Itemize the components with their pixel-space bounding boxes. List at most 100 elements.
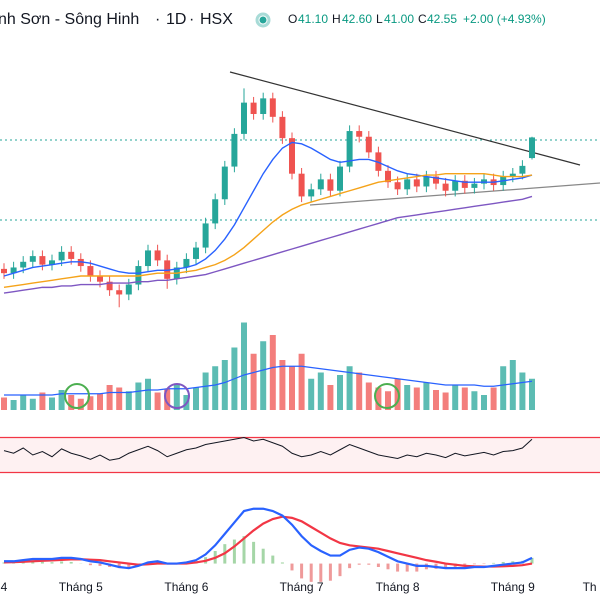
macd-hist <box>41 562 44 564</box>
candle-body <box>481 179 487 183</box>
macd-hist <box>329 564 332 581</box>
macd-hist <box>300 564 303 579</box>
macd-hist <box>233 540 236 564</box>
volume-bar <box>1 398 7 411</box>
volume-bar <box>423 383 429 411</box>
moving-average <box>4 196 532 293</box>
volume-bar <box>318 373 324 411</box>
exchange: HSX <box>200 11 233 28</box>
macd-hist <box>348 564 351 569</box>
candle-body <box>39 256 45 265</box>
candle-body <box>231 134 237 167</box>
candle-body <box>260 98 266 114</box>
volume-bar <box>299 354 305 410</box>
volume-bar <box>452 385 458 410</box>
volume-bar <box>404 385 410 410</box>
volume-bar <box>356 373 362 411</box>
x-tick-label: Tháng 9 <box>491 580 535 594</box>
macd-hist <box>281 562 284 563</box>
volume-bar <box>471 391 477 410</box>
volume-bar <box>222 360 228 410</box>
x-tick-label: Tháng 8 <box>376 580 420 594</box>
candle-body <box>241 103 247 134</box>
candle-body <box>423 177 429 187</box>
macd-hist <box>387 564 390 570</box>
macd-hist <box>89 564 92 566</box>
macd-hist <box>358 564 361 565</box>
macd-hist <box>262 549 265 564</box>
candle-body <box>116 290 122 294</box>
volume-bar <box>308 379 314 410</box>
candle-body <box>443 184 449 191</box>
volume-bar <box>241 323 247 411</box>
volume-bar <box>193 388 199 411</box>
macd-hist <box>271 556 274 564</box>
change: +2.00 (+4.93%) <box>463 12 546 26</box>
ohlc-value: 41.10 <box>298 12 328 26</box>
candle-body <box>471 184 477 188</box>
macd-hist <box>367 564 370 565</box>
candle-body <box>87 266 93 276</box>
volume-bar <box>510 360 516 410</box>
x-tick-label: Tháng 5 <box>59 580 103 594</box>
volume-bar <box>529 379 535 410</box>
volume-bar <box>203 373 209 411</box>
candle-body <box>404 179 410 189</box>
macd-hist <box>60 562 63 564</box>
candle-body <box>59 252 65 261</box>
macd-hist <box>291 564 294 571</box>
candle-body <box>337 167 343 191</box>
candle-body <box>270 98 276 116</box>
volume-bar <box>481 395 487 410</box>
ohlc-label: H <box>332 12 341 26</box>
ohlc-value: 42.55 <box>427 12 457 26</box>
candle-body <box>97 276 103 282</box>
macd-hist <box>339 564 342 577</box>
volume-bar <box>107 385 113 410</box>
candle-body <box>366 137 372 153</box>
volume-bar <box>270 335 276 410</box>
macd-line <box>4 509 532 568</box>
macd-hist <box>473 564 476 565</box>
x-tick-label: Th <box>583 580 597 594</box>
volume-bar <box>519 373 525 411</box>
volume-bar <box>20 395 26 410</box>
macd-hist <box>99 564 102 566</box>
macd-hist <box>396 564 399 572</box>
x-tick-label: 4 <box>1 580 8 594</box>
volume-bar <box>212 366 218 410</box>
candle-body <box>1 269 7 273</box>
macd-hist <box>319 564 322 582</box>
candle-body <box>299 174 305 197</box>
volume-bar <box>155 393 161 411</box>
rsi-band <box>0 438 600 473</box>
macd-hist <box>502 562 505 564</box>
candle-body <box>222 167 228 200</box>
symbol: nh Sơn - Sông Hinh <box>0 11 139 28</box>
candle-body <box>519 166 525 174</box>
macd-hist <box>310 564 313 582</box>
volume-bar <box>97 394 103 410</box>
volume-bar <box>327 385 333 410</box>
volume-bar <box>366 383 372 411</box>
candle-body <box>203 223 209 247</box>
candle-body <box>308 189 314 196</box>
candle-body <box>30 256 36 262</box>
volume-bar <box>433 390 439 410</box>
volume-bar <box>337 375 343 410</box>
ohlc-label: C <box>418 12 427 26</box>
candle-body <box>529 137 535 158</box>
candle-body <box>251 103 257 114</box>
volume-bar <box>251 354 257 410</box>
candle-body <box>327 179 333 190</box>
volume-bar <box>135 383 141 411</box>
ohlc-label: L <box>376 12 383 26</box>
candle-body <box>155 250 161 260</box>
candle-body <box>193 248 199 259</box>
volume-bar <box>30 399 36 410</box>
sep: · <box>155 11 160 28</box>
volume-bar <box>126 391 132 410</box>
volume-bar <box>11 400 17 410</box>
candle-body <box>279 117 285 138</box>
candle-body <box>145 250 151 266</box>
